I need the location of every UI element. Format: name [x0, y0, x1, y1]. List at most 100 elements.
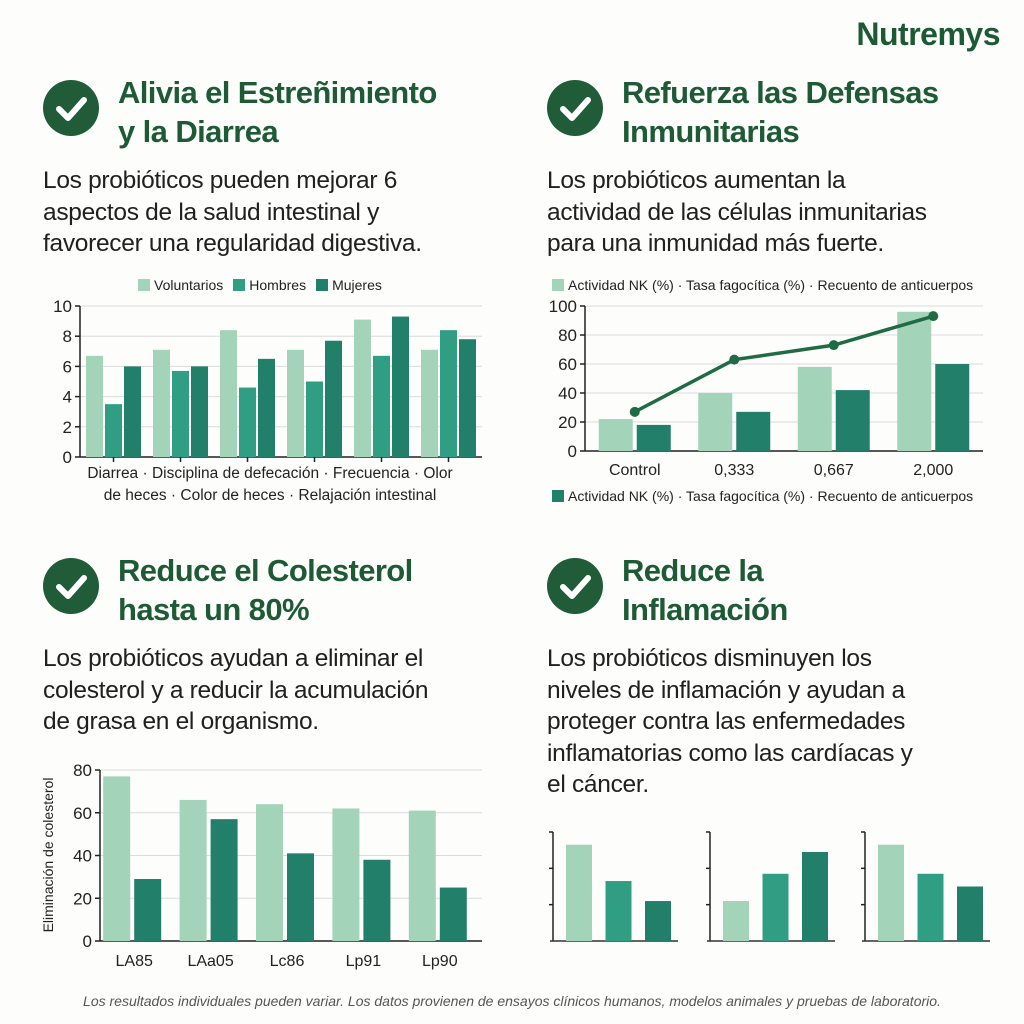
bar-light: [797, 366, 832, 451]
legend-swatch-light: [552, 279, 564, 291]
brand-logo: Nutremys: [856, 16, 1000, 52]
title-line: Refuerza las Defensas: [622, 75, 939, 110]
legend-label: Voluntarios: [154, 277, 224, 293]
title-line: Reduce el Colesterol: [118, 553, 413, 588]
bar-dark: [835, 390, 870, 451]
bar: [917, 873, 944, 941]
y-tick-label: 0: [63, 448, 72, 467]
line-series: [633, 314, 934, 414]
bar: [723, 901, 749, 941]
bar-hombres: [373, 355, 390, 457]
description-line: el cáncer.: [547, 771, 649, 798]
bar-mujeres: [392, 316, 409, 457]
y-tick-label: 0: [568, 442, 577, 461]
bar: [762, 873, 789, 941]
description-line: Los probióticos disminuyen los: [547, 645, 872, 672]
bar-mujeres: [325, 340, 342, 457]
legend-swatch-dark: [552, 490, 564, 502]
bar: [645, 901, 671, 941]
bar-light: [256, 804, 283, 941]
bar-mujeres: [258, 358, 275, 457]
description-line: niveles de inflamación y ayudan a: [547, 676, 905, 704]
chart1-xlabel: Diarrea · Disciplina de defecación · Fre…: [40, 463, 500, 507]
x-tick-label: 0,667: [814, 462, 854, 479]
check-circle-icon: [43, 80, 99, 136]
section-title: Refuerza las Defensas Inmunitarias: [622, 73, 939, 151]
bar-voluntarios: [86, 355, 103, 457]
bar-hombres: [172, 370, 189, 457]
legend-label: Hombres: [249, 277, 307, 293]
xlabel-line: Diarrea · Disciplina de defecación · Fre…: [87, 465, 453, 482]
check-circle-icon: [547, 558, 603, 614]
description-line: Los probióticos ayudan a eliminar el: [43, 645, 424, 672]
xlabel-line: de heces · Color de heces · Relajación i…: [103, 487, 437, 504]
bar-voluntarios: [287, 349, 304, 457]
line-point: [828, 340, 839, 351]
bar-dark: [736, 411, 771, 451]
description-line: colesterol y a reducir la acumulación: [43, 676, 429, 704]
title-line: Inmunitarias: [622, 114, 800, 149]
description-line: aspectos de la salud intestinal y: [43, 198, 380, 226]
description-line: proteger contra las enfermedades: [547, 708, 906, 735]
bar-dark: [636, 424, 671, 451]
bar-voluntarios: [153, 349, 170, 457]
x-tick-label: LAa05: [187, 953, 233, 970]
x-tick-label: 2,000: [913, 462, 953, 479]
x-tick-label: Lp91: [346, 953, 382, 970]
bar: [566, 844, 592, 941]
bar-dark: [439, 887, 467, 941]
y-tick-label: 60: [558, 355, 577, 374]
bar-dark: [134, 879, 162, 941]
bar: [878, 844, 904, 941]
check-circle-icon: [547, 80, 603, 136]
bar-light: [179, 799, 207, 941]
bar-mujeres: [191, 366, 208, 457]
bar-mujeres: [124, 366, 141, 457]
bar-dark: [210, 819, 238, 941]
bar-dark: [935, 364, 970, 451]
title-line: Alivia el Estreñimiento: [118, 75, 437, 110]
bar: [605, 881, 632, 941]
description-line: actividad de las células inmunitarias: [547, 198, 927, 226]
bar-dark: [287, 853, 314, 941]
chart2-legend-bottom: Actividad NK (%) · Tasa fagocítica (%) ·…: [552, 488, 973, 504]
description-line: favorecer una regularidad digestiva.: [43, 230, 422, 257]
y-tick-label: 100: [549, 297, 577, 316]
check-circle-icon: [43, 558, 99, 614]
x-tick-label: LA85: [116, 953, 153, 970]
y-tick-label: 0: [83, 932, 92, 951]
bar-voluntarios: [354, 319, 371, 457]
title-line: Reduce la: [622, 553, 764, 588]
description-line: para una inmunidad más fuerte.: [547, 230, 884, 257]
description-line: Los probióticos pueden mejorar 6: [43, 167, 398, 194]
title-line: hasta un 80%: [118, 592, 310, 627]
legend-swatch-hombres: [233, 279, 246, 291]
x-tick-label: Lp90: [422, 953, 458, 970]
y-tick-label: 20: [558, 413, 577, 432]
bar-voluntarios: [220, 330, 237, 457]
bar-mujeres: [459, 339, 476, 457]
section-description: Los probióticos aumentan la actividad de …: [547, 165, 927, 260]
legend-label: Mujeres: [332, 277, 382, 293]
bar: [957, 886, 983, 941]
bar-light: [598, 419, 633, 451]
x-tick-label: 0,333: [714, 462, 754, 479]
bar-light: [698, 393, 733, 451]
legend-swatch-mujeres: [316, 279, 329, 291]
y-tick-label: 6: [63, 357, 72, 376]
y-tick-label: 40: [73, 847, 92, 866]
bar: [802, 851, 828, 941]
section-title: Reduce la Inflamación: [622, 551, 788, 629]
section-description: Los probióticos disminuyen los niveles de…: [547, 643, 913, 801]
y-tick-label: 80: [558, 326, 577, 345]
bar-light: [408, 810, 436, 941]
y-tick-label: 10: [53, 297, 72, 316]
section-description: Los probióticos pueden mejorar 6 aspectos…: [43, 165, 422, 260]
bar-voluntarios: [421, 349, 438, 457]
disclaimer-footer: Los resultados individuales pueden varia…: [83, 993, 941, 1009]
line-point: [928, 311, 939, 322]
chart2-legend-top: Actividad NK (%) · Tasa fagocítica (%) ·…: [552, 277, 973, 293]
bar-light: [897, 311, 932, 451]
description-line: Los probióticos aumentan la: [547, 167, 846, 194]
